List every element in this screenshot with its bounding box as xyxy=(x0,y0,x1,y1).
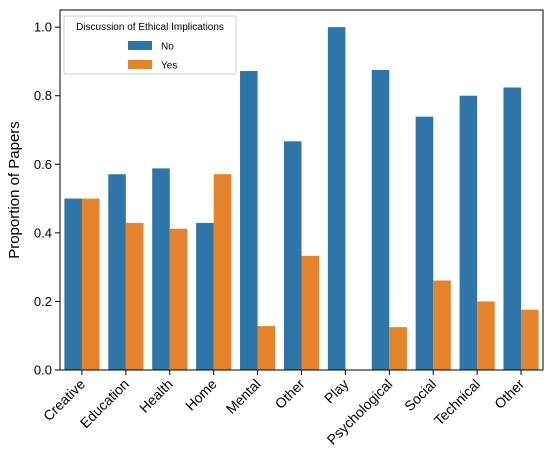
y-axis-title: Proportion of Papers xyxy=(6,121,23,259)
bar-yes-7 xyxy=(389,327,407,370)
y-tick-label: 0.8 xyxy=(34,88,52,103)
bar-no-6 xyxy=(327,27,346,370)
bar-yes-0 xyxy=(81,198,100,370)
bar-yes-8 xyxy=(433,280,451,370)
y-tick-label: 1.0 xyxy=(34,20,52,35)
bar-yes-2 xyxy=(169,228,188,370)
y-tick-label: 0.4 xyxy=(34,225,52,240)
bar-no-9 xyxy=(459,95,478,371)
bar-yes-5 xyxy=(301,255,320,370)
bar-no-0 xyxy=(64,198,82,370)
y-tick-label: 0.2 xyxy=(34,294,52,309)
bar-yes-3 xyxy=(213,174,232,370)
legend: Discussion of Ethical Implications No Yes xyxy=(63,15,237,75)
legend-title: Discussion of Ethical Implications xyxy=(76,22,224,33)
legend-label-yes: Yes xyxy=(161,61,177,72)
plot-frame xyxy=(59,9,544,371)
bar-no-2 xyxy=(152,168,170,370)
bar-yes-10 xyxy=(521,309,539,370)
y-tick-label: 0.0 xyxy=(34,363,52,378)
bar-no-5 xyxy=(283,141,302,370)
bar-yes-4 xyxy=(257,326,276,370)
bar-no-7 xyxy=(371,70,390,370)
bar-no-4 xyxy=(240,71,258,370)
legend-swatch-yes xyxy=(128,60,152,69)
legend-label-no: No xyxy=(161,42,174,53)
y-tick-label: 0.6 xyxy=(34,157,52,172)
bar-yes-9 xyxy=(477,301,495,370)
legend-swatch-no xyxy=(128,41,152,50)
bar-yes-1 xyxy=(125,222,144,370)
bar-no-10 xyxy=(503,87,522,371)
bars-group xyxy=(64,27,539,371)
bar-no-3 xyxy=(196,222,214,370)
y-axis: 0.0 0.2 0.4 0.6 0.8 1.0 xyxy=(34,20,60,378)
bar-no-1 xyxy=(108,174,126,370)
bar-no-8 xyxy=(415,116,434,370)
